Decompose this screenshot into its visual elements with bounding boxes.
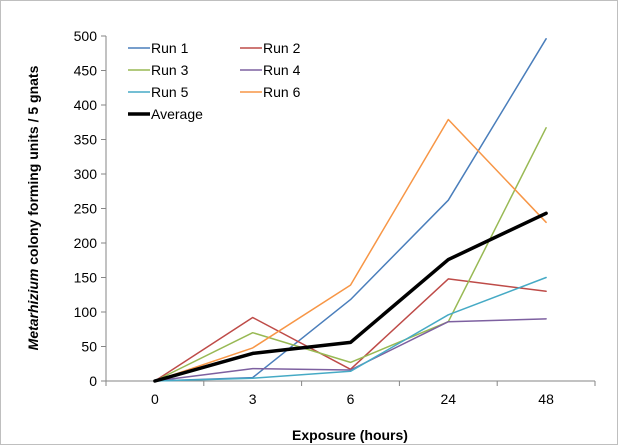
legend-label-run-1: Run 1 (151, 40, 189, 56)
y-tick-label: 0 (89, 373, 97, 389)
y-axis-title-rest: colony forming units / 5 gnats (25, 65, 41, 268)
series-line-run-4 (154, 318, 547, 382)
y-axis-title-italic: Metarhizium (25, 269, 41, 351)
y-tick-label: 450 (74, 63, 98, 79)
series-line-run-6 (154, 118, 547, 382)
x-tick-label: 3 (249, 391, 257, 407)
x-ticks: 0 3 6 24 48 (105, 381, 596, 407)
x-tick-label: 24 (441, 391, 457, 407)
y-ticks: 0 50 100 150 200 250 300 350 400 450 500 (74, 28, 106, 389)
series-lines (153, 38, 548, 383)
series-line-run-3 (154, 127, 547, 382)
y-tick-label: 200 (74, 235, 98, 251)
plot-area: 0 50 100 150 200 250 300 350 400 450 500 0 3 6 24 48 R… (74, 28, 596, 407)
legend-label-run-5: Run 5 (151, 84, 189, 100)
y-tick-label: 300 (74, 166, 98, 182)
x-axis-title: Exposure (hours) (292, 427, 408, 443)
y-tick-label: 100 (74, 304, 98, 320)
y-tick-label: 250 (74, 201, 98, 217)
x-tick-label: 0 (151, 391, 159, 407)
legend-label-run-3: Run 3 (151, 62, 189, 78)
legend-label-run-4: Run 4 (263, 62, 301, 78)
y-tick-label: 500 (74, 28, 98, 44)
series-line-run-5 (154, 276, 547, 382)
y-axis-title: Metarhizium colony forming units / 5 gna… (25, 65, 41, 350)
legend-label-run-6: Run 6 (263, 84, 301, 100)
x-tick-label: 48 (538, 391, 554, 407)
y-tick-label: 350 (74, 132, 98, 148)
y-tick-label: 400 (74, 97, 98, 113)
legend-label-average: Average (151, 106, 203, 122)
y-tick-label: 150 (74, 270, 98, 286)
series-line-average (153, 211, 548, 383)
series-line-run-1 (154, 38, 547, 382)
legend-label-run-2: Run 2 (263, 40, 301, 56)
legend: Run 1 Run 2 Run 3 Run 4 Run 5 Run 6 Average (128, 40, 301, 122)
y-tick-label: 50 (81, 339, 97, 355)
x-tick-label: 6 (347, 391, 355, 407)
